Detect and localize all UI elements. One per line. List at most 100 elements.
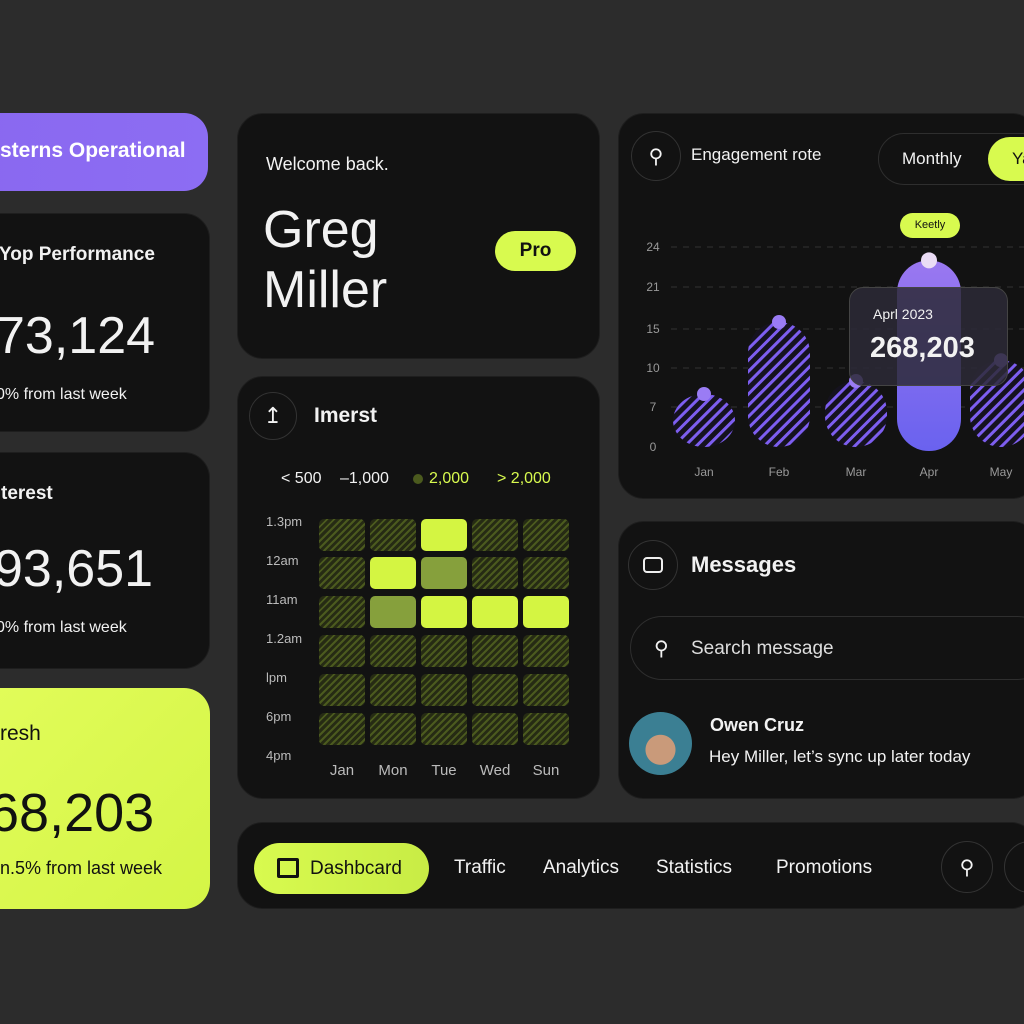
y-tick-label: 24 [646,240,660,254]
heatmap-cell[interactable] [319,674,365,706]
y-tick-label: 0 [650,440,657,454]
row-label: 1.2am [266,631,303,646]
nav-promotions[interactable]: Promotions [776,857,873,878]
nav-analytics[interactable]: Analytics [543,857,620,878]
nav-dashboard[interactable]: Dashbcard [254,843,429,894]
y-tick-label: 7 [650,400,657,414]
y-tick-label: 15 [646,322,660,336]
bar-dot [697,387,711,401]
heatmap-cell[interactable] [421,674,467,706]
interest-card: ↥ Imerst < 500 –1,000 2,000 > 2,000 1.3p… [237,376,600,799]
upload-icon[interactable]: ↥ [249,392,297,440]
engagement-card: ⚲ Engagement rote Monthly Ya Keetly 0 7 10… [618,113,1024,499]
avatar [629,712,692,775]
search-icon: ⚲ [654,638,669,660]
col-label: Sun [532,762,560,779]
search-message-input[interactable]: ⚲ Search message [630,616,1024,680]
heatmap-cell[interactable] [472,713,518,745]
row-label: 6pm [266,709,292,724]
x-tick-label: Mar [846,465,867,479]
stat-card-performance: Yop Performance 73,124 0% from last week [0,213,210,432]
chart-tooltip: Aprl 2023 268,203 [849,287,1008,386]
stat-change: 0% from last week [0,619,127,636]
stat-value: 73,124 [0,307,156,365]
x-tick-label: Feb [769,465,790,479]
user-last-name: Miller [263,261,388,319]
legend-2000: 2,000 [429,470,470,487]
heatmap-cell[interactable] [370,596,416,628]
heatmap-cell[interactable] [370,713,416,745]
stat-title: terest [1,483,53,504]
heatmap-cell[interactable] [472,596,518,628]
heatmap-cell[interactable] [319,519,365,551]
heatmap-cell[interactable] [523,635,569,667]
bottom-nav: Dashbcard Traffic Analytics Statistics P… [237,822,1024,909]
tooltip-label: Aprl 2023 [873,306,933,322]
heatmap-cell[interactable] [472,519,518,551]
heatmap-cell[interactable] [319,596,365,628]
tooltip-value: 268,203 [870,332,975,364]
x-tick-label: May [990,465,1013,479]
stat-card-fresh: resh 68,203 n.5% from last week [0,688,210,909]
heatmap-cell[interactable] [319,635,365,667]
legend-lt500: < 500 [281,470,322,487]
x-tick-label: Apr [920,465,939,479]
col-label: Mon [378,762,408,779]
pro-badge: Pro [495,231,576,271]
row-label: 12am [266,553,299,568]
heatmap-cell[interactable] [472,635,518,667]
heatmap-cell[interactable] [421,635,467,667]
stat-value: 68,203 [0,783,155,843]
user-icon[interactable]: ⚲ [1004,841,1024,893]
period-toggle: Monthly Ya [878,133,1024,185]
col-label: Tue [431,762,457,779]
heatmap-cell[interactable] [370,674,416,706]
bar-jan[interactable] [673,394,735,447]
nav-label: Dashbcard [310,858,402,879]
bar-dot [772,315,786,329]
nav-traffic[interactable]: Traffic [454,857,506,878]
row-label: 4pm [266,748,292,763]
search-icon[interactable]: ⚲ [941,841,993,893]
welcome-greeting: Welcome back. [266,154,389,174]
legend-gt2000: > 2,000 [497,470,551,487]
row-label: 11am [266,592,298,607]
user-first-name: Greg [263,201,379,259]
message-preview: Hey Miller, let’s sync up later today [709,747,971,766]
row-label: 1.3pm [266,514,303,529]
toggle-monthly[interactable]: Monthly [902,149,962,168]
heatmap-cell[interactable] [370,635,416,667]
heatmap-cell[interactable] [523,713,569,745]
search-placeholder: Search message [691,638,834,659]
heatmap-cell[interactable] [319,557,365,589]
heatmap-cell[interactable] [472,674,518,706]
bar-feb[interactable] [748,322,810,447]
heatmap-cell[interactable] [523,596,569,628]
dashboard-icon [277,858,299,878]
heatmap-cell[interactable] [370,519,416,551]
stat-title: Yop Performance [0,244,155,265]
heatmap-cell[interactable] [370,557,416,589]
message-item[interactable]: Owen Cruz Hey Miller, let’s sync up late… [629,712,1024,778]
messages-title: Messages [691,552,797,577]
heatmap-cell[interactable] [421,557,467,589]
bar-mar[interactable] [825,381,887,447]
nav-statistics[interactable]: Statistics [656,857,733,878]
row-label: lpm [266,670,287,685]
heatmap-cell[interactable] [421,596,467,628]
legend-dot [413,474,423,484]
heatmap-cell[interactable] [319,713,365,745]
user-icon[interactable]: ⚲ [631,131,681,181]
stat-title: resh [0,722,41,745]
stat-value: 93,651 [0,540,154,598]
engagement-title: Engagement rote [691,145,822,164]
heatmap-cell[interactable] [523,519,569,551]
status-pill[interactable]: sterns Operational [0,113,208,191]
heatmap-cell[interactable] [472,557,518,589]
heatmap-cell[interactable] [523,557,569,589]
heatmap-cell[interactable] [523,674,569,706]
y-tick-label: 10 [646,361,660,375]
heatmap-cell[interactable] [421,519,467,551]
heatmap-cell[interactable] [421,713,467,745]
toggle-yearly[interactable]: Ya [988,137,1024,181]
